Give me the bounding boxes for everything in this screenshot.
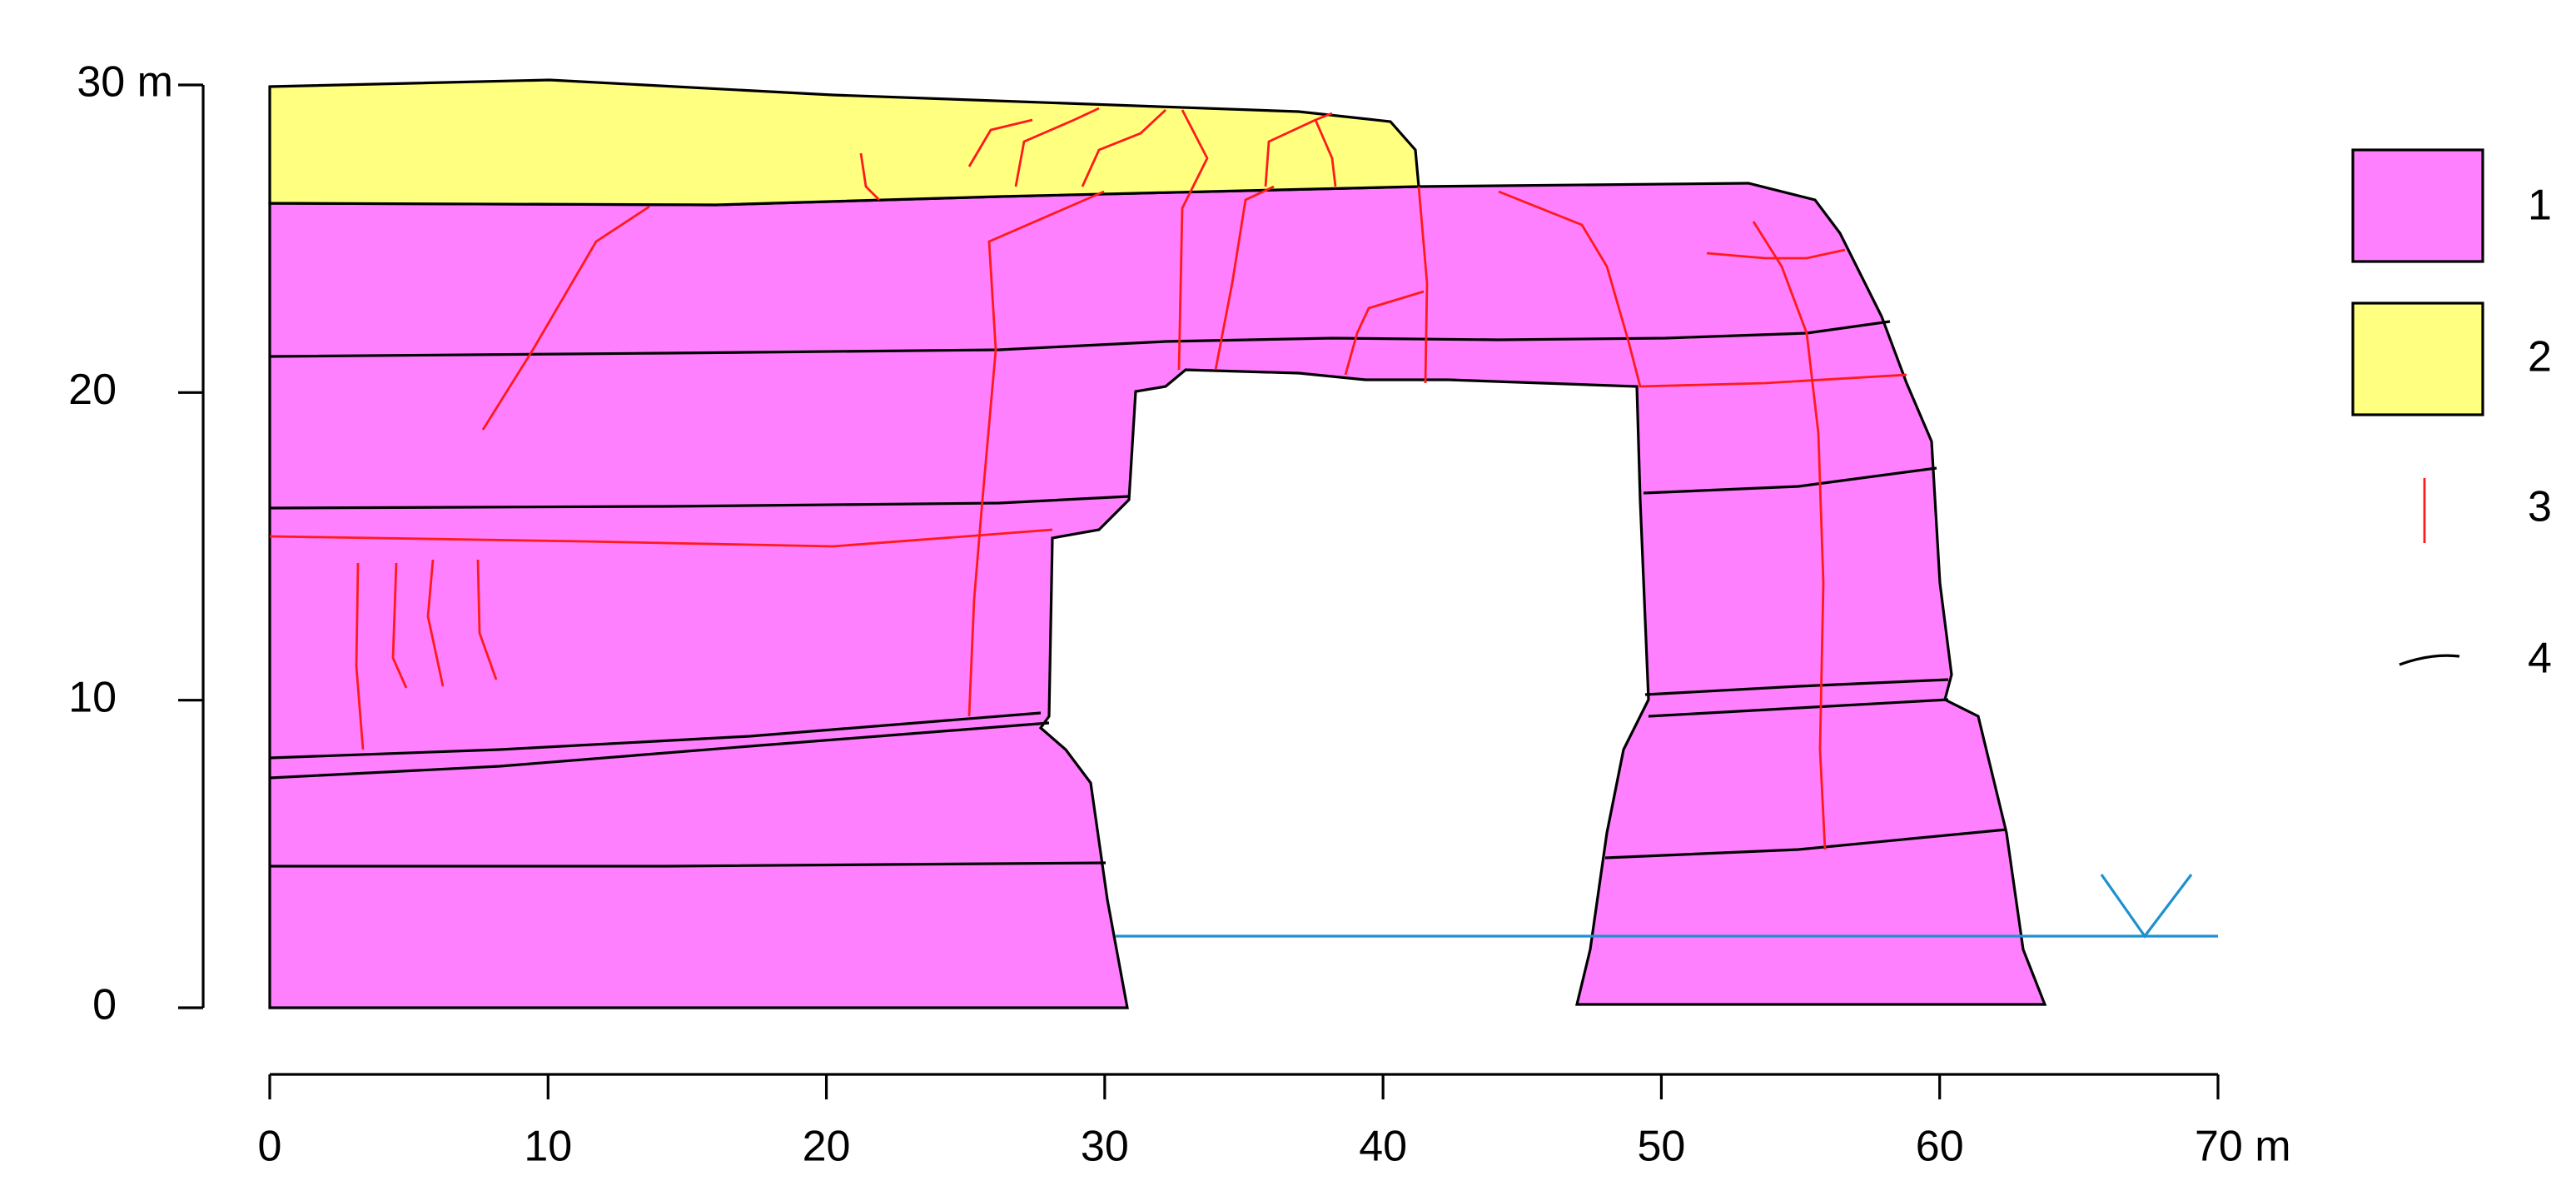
legend-swatch xyxy=(2351,301,2484,416)
y-tick-label: 30 m xyxy=(77,58,173,107)
fracture xyxy=(269,528,1053,548)
legend-label: 2 xyxy=(2528,333,2552,381)
legend-label: 4 xyxy=(2528,635,2552,683)
bedding-plane xyxy=(269,721,1050,780)
x-tick-label: 50 xyxy=(1638,1123,1686,1171)
fracture xyxy=(967,107,1337,371)
bedding-plane xyxy=(270,861,1106,868)
x-tick-label: 0 xyxy=(258,1123,282,1171)
x-tick-label: 60 xyxy=(1916,1123,1964,1171)
fracture xyxy=(859,152,880,201)
bedding-plane xyxy=(269,495,1130,510)
fracture xyxy=(426,559,445,687)
bedding-plane xyxy=(269,320,1891,358)
fracture xyxy=(481,205,650,431)
bedding-plane xyxy=(1648,698,1949,718)
fracture xyxy=(1344,186,1429,384)
arch-section xyxy=(268,78,2218,1009)
legend: 1 2 3 4 xyxy=(2351,148,2552,683)
y-tick-label: 20 xyxy=(68,366,117,414)
x-tick-label: 40 xyxy=(1359,1123,1407,1171)
x-tick-label: 70 m xyxy=(2195,1123,2291,1171)
axes: 0 10 20 30 40 50 60 70 m 0 10 20 30 m xyxy=(68,58,2290,1171)
bedding-plane xyxy=(1643,466,1937,495)
bedding-plane xyxy=(1604,828,2007,860)
legend-swatch xyxy=(2351,148,2484,263)
fracture xyxy=(967,190,1105,717)
y-tick-label: 10 xyxy=(68,673,117,721)
bedding-plane xyxy=(269,711,1042,760)
fracture xyxy=(476,559,498,680)
fracture xyxy=(1498,190,1907,388)
x-tick-label: 10 xyxy=(524,1123,572,1171)
water-level xyxy=(1116,874,2218,939)
fracture xyxy=(1706,221,1846,850)
rock-layer-2 xyxy=(268,78,1420,207)
legend-swatch xyxy=(2399,654,2460,666)
legend-label: 3 xyxy=(2528,483,2552,531)
fracture xyxy=(391,562,408,689)
y-tick-label: 0 xyxy=(92,981,117,1029)
bedding-plane xyxy=(1644,678,1949,696)
x-tick-label: 20 xyxy=(803,1123,851,1171)
fracture xyxy=(355,562,365,750)
x-tick-label: 30 xyxy=(1081,1123,1129,1171)
legend-label: 1 xyxy=(2528,182,2552,230)
rock-layer-1 xyxy=(268,182,2047,1009)
